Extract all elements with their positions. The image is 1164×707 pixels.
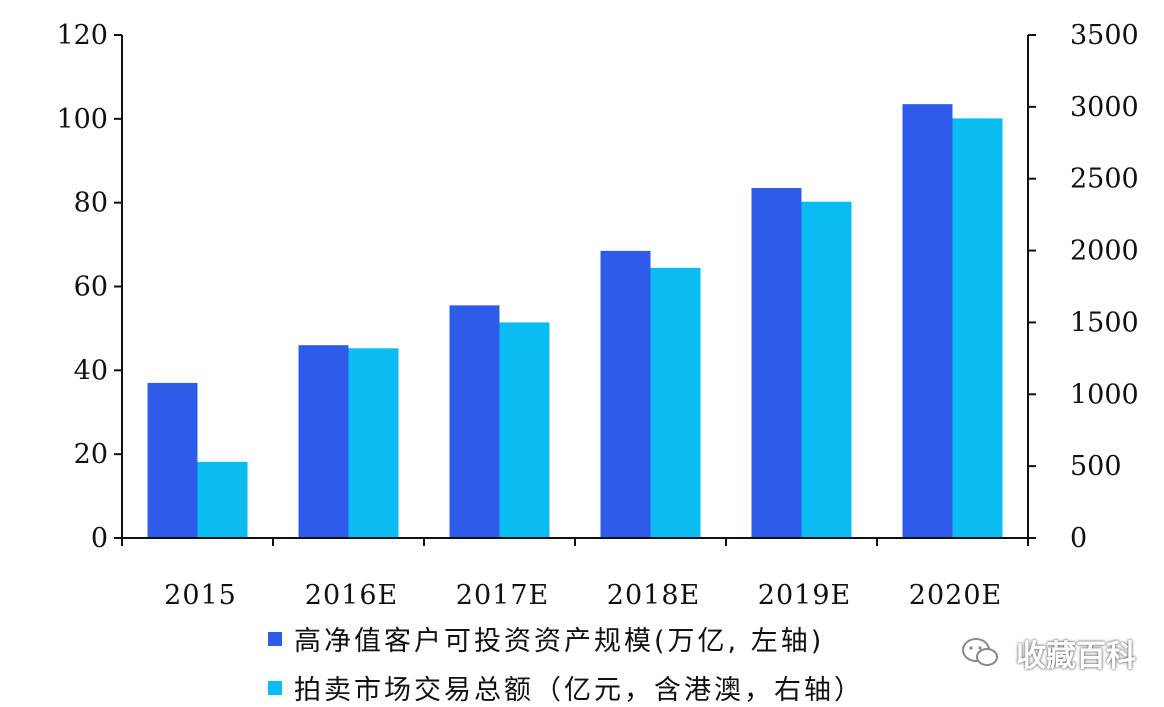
wechat-chat-icon [962, 638, 998, 666]
right-tick-label: 0 [1070, 523, 1087, 554]
legend-item-auction-volume: 拍卖市场交易总额（亿元，含港澳，右轴） [268, 668, 864, 707]
bar-asset-scale-2020E [902, 104, 953, 538]
bar-auction-volume-2015 [197, 461, 248, 538]
right-axis-ticks: 0 500 1000 1500 2000 2500 3000 3500 [1028, 20, 1139, 554]
legend-item-asset-scale: 高净值客户可投资资产规模(万亿, 左轴) [268, 619, 824, 658]
bar-auction-volume-2019E [801, 201, 852, 539]
left-tick-label: 60 [74, 272, 108, 303]
right-tick-label: 3500 [1070, 20, 1139, 51]
bar-asset-scale-2015 [147, 382, 198, 538]
right-tick-label: 3000 [1070, 92, 1139, 123]
category-label-2015: 2015 [164, 580, 237, 611]
legend-swatch-auction-volume [268, 680, 282, 695]
legend-label-auction-volume: 拍卖市场交易总额（亿元，含港澳，右轴） [294, 675, 864, 706]
left-tick-label: 100 [56, 104, 108, 135]
left-tick-label: 0 [91, 523, 108, 554]
legend-swatch-asset-scale [268, 631, 282, 646]
bar-asset-scale-2016E [298, 345, 349, 538]
bar-asset-scale-2018E [600, 250, 651, 538]
bar-auction-volume-2020E [952, 118, 1003, 539]
category-label-2016E: 2016E [305, 580, 398, 611]
category-label-2019E: 2019E [758, 580, 851, 611]
legend-label-asset-scale: 高净值客户可投资资产规模(万亿, 左轴) [294, 626, 825, 657]
bar-auction-volume-2018E [650, 267, 701, 538]
watermark: 收藏百科 [960, 631, 1136, 675]
axes-layer [121, 35, 1029, 546]
bar-asset-scale-2017E [449, 305, 500, 538]
right-tick-label: 500 [1070, 451, 1122, 482]
category-labels: 2015 2016E 2017E 2018E 2019E 2020E [164, 580, 1002, 611]
right-tick-label: 2500 [1070, 164, 1139, 195]
category-label-2018E: 2018E [607, 580, 700, 611]
left-axis-ticks: 0 20 40 60 80 100 120 [56, 20, 122, 554]
bar-asset-scale-2019E [751, 187, 802, 538]
watermark-text: 收藏百科 [1016, 639, 1136, 674]
bars-layer [147, 104, 1003, 539]
left-tick-label: 80 [74, 188, 108, 219]
right-tick-label: 2000 [1070, 236, 1139, 267]
right-tick-label: 1500 [1070, 307, 1139, 338]
category-label-2017E: 2017E [456, 580, 549, 611]
bar-auction-volume-2016E [348, 348, 399, 538]
left-tick-label: 120 [56, 20, 108, 51]
left-tick-label: 20 [74, 439, 108, 470]
category-label-2020E: 2020E [909, 580, 1002, 611]
left-tick-label: 40 [74, 355, 108, 386]
right-tick-label: 1000 [1070, 379, 1139, 410]
bar-auction-volume-2017E [499, 322, 550, 538]
